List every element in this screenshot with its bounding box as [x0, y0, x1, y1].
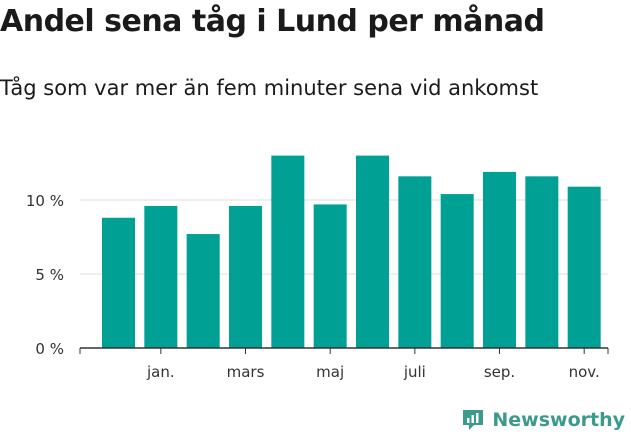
x-tick-label: maj [316, 363, 344, 381]
y-tick-label: 0 % [35, 340, 64, 358]
x-tick-label: sep. [484, 363, 515, 381]
chart-title: Andel sena tåg i Lund per månad [0, 4, 545, 39]
x-tick-label: jan. [146, 363, 175, 381]
y-tick-label: 5 % [35, 266, 64, 284]
bar [271, 155, 305, 348]
bar [567, 186, 601, 348]
bar [440, 194, 474, 348]
y-tick-label: 10 % [26, 192, 64, 210]
bar [186, 234, 220, 348]
bar [525, 176, 559, 348]
brand-logo: Newsworthy [460, 407, 625, 433]
x-tick-label: nov. [569, 363, 600, 381]
bar [356, 155, 390, 348]
chart-subtitle: Tåg som var mer än fem minuter sena vid … [0, 76, 539, 100]
bar [313, 204, 347, 348]
bar [398, 176, 432, 348]
newsworthy-logo-icon [463, 410, 484, 430]
bar [102, 217, 136, 348]
x-tick-label: juli [403, 363, 426, 381]
bar [229, 205, 263, 348]
x-tick-label: mars [227, 363, 265, 381]
brand-name: Newsworthy [492, 409, 625, 431]
bar [483, 171, 517, 348]
bar [144, 205, 178, 348]
